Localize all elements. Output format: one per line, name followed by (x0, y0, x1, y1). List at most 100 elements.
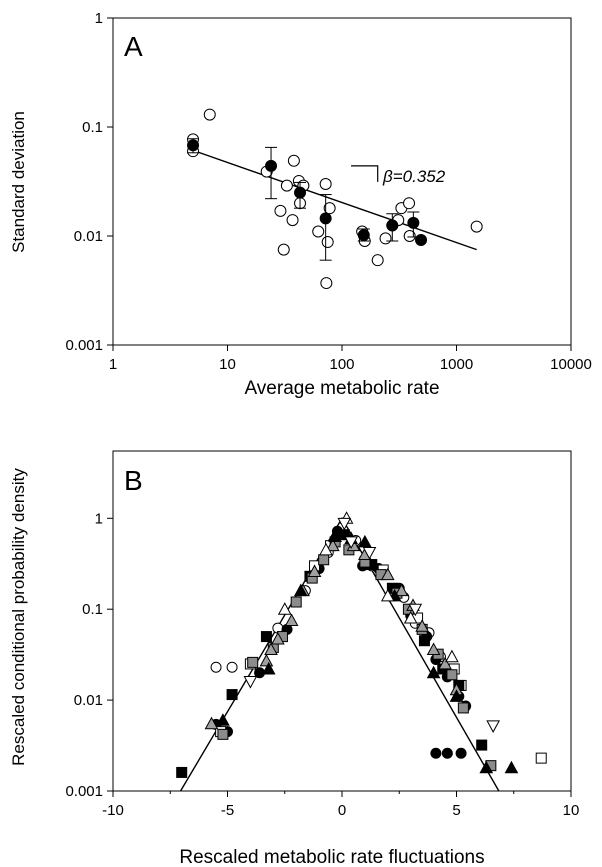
grey-triangle-point (438, 656, 452, 670)
filled-circle-point (319, 212, 332, 225)
open-circle-point (371, 254, 384, 267)
open-triangle-up-point (445, 649, 459, 663)
filled-circle-point (357, 229, 370, 242)
open-circle-point (470, 220, 483, 233)
grey-triangle-point (394, 583, 409, 597)
grey-square-point (217, 728, 229, 740)
x-tick-label: -10 (102, 802, 124, 819)
grey-square-point (457, 702, 469, 714)
open-circle-point (312, 225, 325, 238)
open-circle-point (226, 661, 238, 673)
open-triangle-down-point (337, 517, 352, 531)
y-axis-label-b: Rescaled conditional probability density (9, 468, 28, 766)
x-tick-label: 5 (452, 802, 460, 819)
open-circle-point (323, 202, 336, 215)
filled-square-point (418, 635, 430, 647)
y-tick-label: 0.1 (82, 601, 103, 618)
filled-triangle-point (261, 661, 276, 675)
y-tick-label: 0.01 (74, 692, 103, 709)
open-triangle-down-point (243, 676, 258, 689)
slope-bracket (351, 165, 379, 182)
open-triangle-up-point (277, 602, 292, 615)
panel-a: A Average metabolic rate Standard deviat… (9, 10, 592, 399)
panel-label-b: B (124, 465, 143, 496)
open-circle-point (203, 108, 216, 121)
grey-triangle-point (259, 653, 274, 667)
filled-triangle-point (293, 583, 308, 597)
open-circle-point (320, 277, 333, 290)
open-triangle-down-point (344, 536, 359, 549)
open-triangle-up-point (403, 610, 418, 624)
filled-circle-point (407, 216, 420, 229)
x-tick-label: -5 (221, 802, 234, 819)
grey-square-point (247, 656, 259, 668)
grey-square-point (446, 669, 458, 681)
grey-triangle-point (204, 716, 219, 730)
x-tick-label: 10 (563, 802, 580, 819)
grey-triangle-point (271, 631, 285, 645)
filled-circle-point (265, 159, 278, 172)
x-tick-label: 1000 (440, 356, 473, 373)
filled-circle-point (455, 747, 467, 759)
y-tick-label: 0.01 (74, 228, 103, 245)
y-tick-label: 0.1 (82, 119, 103, 136)
open-circle-point (287, 154, 300, 167)
fit-line (192, 149, 477, 251)
grey-triangle-point (325, 538, 340, 552)
filled-square-point (226, 689, 238, 701)
filled-triangle-point (479, 760, 494, 774)
grey-triangle-point (264, 642, 278, 656)
y-tick-label: 1 (95, 510, 103, 527)
open-circle-point (321, 236, 334, 249)
grey-triangle-point (380, 567, 395, 581)
x-axis-label-a: Average metabolic rate (244, 378, 439, 399)
open-circle-point (403, 197, 416, 210)
filled-triangle-point (216, 713, 230, 726)
open-triangle-up-point (319, 542, 333, 556)
open-circle-point (280, 179, 293, 192)
open-circle-point (379, 232, 392, 245)
grey-triangle-point (426, 642, 441, 656)
open-circle-point (210, 661, 222, 673)
open-triangle-up-point (380, 588, 395, 602)
panel-b: B Rescaled metabolic rate fluctuations R… (9, 450, 580, 867)
filled-square-point (260, 631, 272, 643)
filled-circle-point (294, 186, 307, 199)
open-circle-point (277, 243, 290, 256)
filled-circle-point (187, 139, 200, 152)
y-axis-label-a: Standard deviation (9, 111, 28, 253)
x-tick-label: 100 (329, 356, 354, 373)
grey-square-point (290, 596, 302, 608)
y-tick-label: 0.001 (65, 783, 103, 800)
filled-triangle-point (328, 529, 342, 543)
x-tick-label: 10 (219, 356, 236, 373)
grey-triangle-point (307, 564, 322, 577)
open-triangle-down-point (408, 603, 423, 617)
grey-square-point (318, 554, 330, 566)
open-triangle-down-point (362, 547, 377, 560)
filled-triangle-point (358, 534, 372, 548)
open-triangle-down-point (486, 720, 500, 733)
open-circle-point (274, 204, 287, 217)
filled-square-point (176, 766, 188, 778)
y-tick-label: 0.001 (65, 337, 103, 354)
grey-triangle-point (284, 613, 299, 627)
filled-triangle-point (504, 760, 519, 774)
beta-annotation: β=0.352 (382, 167, 446, 186)
filled-triangle-point (426, 665, 441, 679)
filled-triangle-point (449, 689, 464, 702)
x-tick-label: 1 (109, 356, 117, 373)
filled-circle-point (415, 233, 428, 246)
filled-circle-point (441, 747, 453, 759)
y-tick-label: 1 (95, 10, 103, 27)
filled-circle-point (430, 747, 442, 759)
filled-square-point (476, 739, 488, 751)
panel-label-a: A (124, 31, 143, 62)
x-axis-label-b: Rescaled metabolic rate fluctuations (179, 847, 484, 867)
plot-frame-a (112, 17, 572, 346)
open-circle-point (403, 230, 416, 242)
filled-circle-point (386, 219, 399, 232)
open-circle-point (319, 177, 332, 190)
open-square-point (535, 752, 547, 764)
